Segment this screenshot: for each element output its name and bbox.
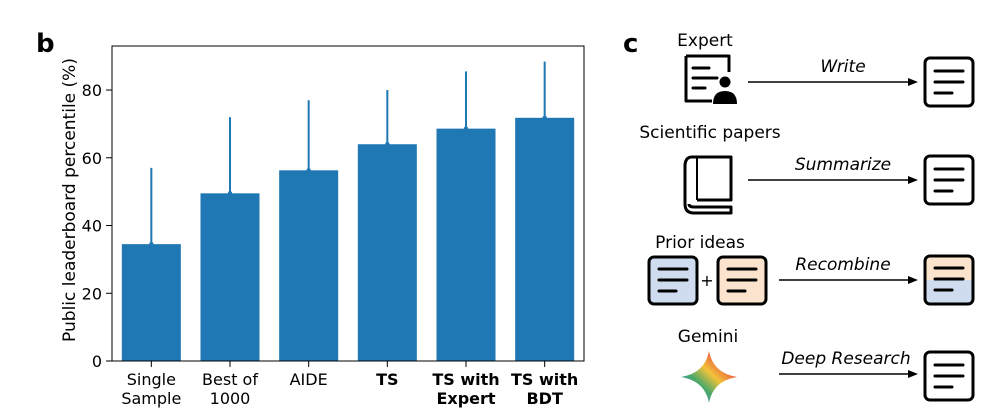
bar: [515, 117, 575, 361]
recombined-document-icon: [923, 254, 975, 306]
y-tick-label: 60: [82, 149, 102, 168]
bar: [357, 144, 417, 361]
arrowhead-write: [908, 78, 918, 86]
y-ticks: 0 20 40 60 80: [82, 81, 112, 371]
y-tick-label: 20: [82, 284, 102, 303]
error-bar-point: [463, 126, 469, 131]
bars: [121, 117, 575, 361]
prior-idea-orange-icon: [716, 255, 768, 306]
x-tick-label: Sample: [121, 389, 181, 408]
source-label-papers: Scientific papers: [639, 123, 780, 143]
y-axis-label: Public leaderboard percentile (%): [60, 58, 80, 342]
error-bars: [149, 61, 547, 247]
bar: [279, 170, 339, 361]
arrow-label-deep-research: Deep Research: [781, 349, 910, 369]
bar: [200, 193, 260, 361]
arrow-label-recombine: Recombine: [795, 255, 890, 275]
y-tick-label: 40: [82, 217, 102, 236]
idea-sources-diagram: Expert Write Scientific papers Sum: [639, 31, 975, 403]
error-bar-point: [385, 142, 390, 147]
error-bar-point: [542, 115, 547, 121]
x-tick-label: BDT: [526, 389, 562, 408]
gemini-star-icon: [681, 351, 737, 403]
plot-frame: [111, 45, 585, 362]
arrowhead-recombine: [908, 276, 918, 284]
arrow-label-summarize: Summarize: [795, 155, 891, 175]
bar: [436, 128, 496, 361]
expert-document-icon: [684, 54, 737, 104]
arrow-label-write: Write: [820, 57, 865, 77]
arrowhead-deep-research: [908, 370, 918, 378]
source-label-gemini: Gemini: [678, 327, 738, 347]
x-tick-label: TS with: [432, 370, 499, 389]
source-label-expert: Expert: [677, 31, 733, 51]
error-bar-point: [149, 241, 154, 247]
book-icon: [683, 155, 733, 215]
idea-document-icon: [923, 154, 975, 206]
y-tick-label: 80: [82, 81, 102, 100]
x-tick-label: TS with: [511, 370, 578, 389]
y-tick-label: 0: [92, 352, 102, 371]
panel-label-c: c: [623, 29, 638, 59]
x-tick-label: Best of: [202, 370, 258, 389]
plus-sign: +: [700, 271, 713, 290]
x-tick-label: TS: [376, 370, 398, 389]
source-label-prior-ideas: Prior ideas: [655, 233, 745, 253]
x-tick-label: Single: [127, 370, 176, 389]
panel-label-b: b: [36, 29, 55, 59]
bar: [121, 244, 181, 361]
bar-chart: Public leaderboard percentile (%) 0 20 40 6…: [60, 45, 585, 408]
idea-document-icon: [923, 56, 975, 108]
error-bar-point: [227, 191, 233, 196]
prior-idea-blue-icon: [647, 255, 699, 306]
x-tick-label: 1000: [210, 389, 251, 408]
error-bar-point: [306, 168, 311, 173]
arrowhead-summarize: [908, 176, 918, 184]
x-tick-label: AIDE: [290, 370, 328, 389]
idea-document-icon: [923, 350, 975, 402]
x-tick-label: Expert: [436, 389, 495, 408]
